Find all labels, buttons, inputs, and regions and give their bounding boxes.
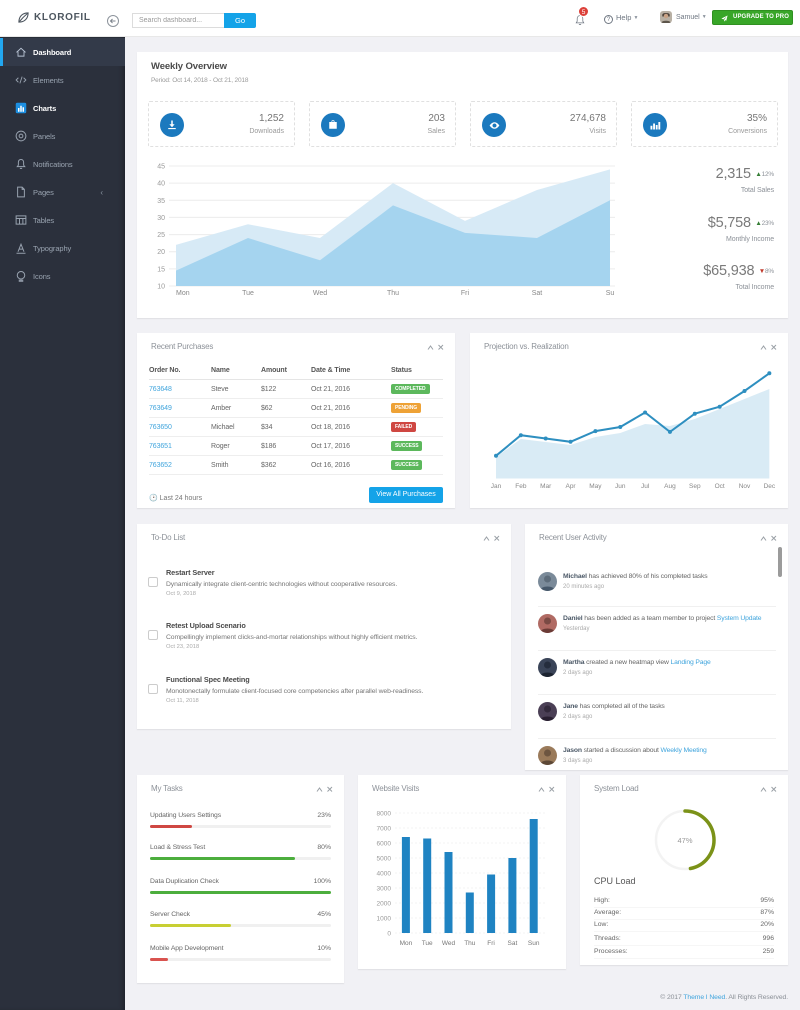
- svg-text:5000: 5000: [377, 856, 392, 863]
- svg-text:2000: 2000: [377, 901, 392, 908]
- svg-text:Fri: Fri: [461, 290, 470, 297]
- svg-text:Aug: Aug: [664, 483, 676, 490]
- svg-text:35: 35: [157, 198, 165, 205]
- svg-text:15: 15: [157, 266, 165, 273]
- svg-text:Apr: Apr: [565, 483, 576, 490]
- svg-text:8000: 8000: [377, 811, 392, 818]
- svg-text:Wed: Wed: [442, 940, 456, 947]
- svg-text:Jun: Jun: [615, 483, 626, 490]
- svg-text:Feb: Feb: [515, 483, 527, 490]
- svg-text:Sat: Sat: [508, 940, 518, 947]
- svg-text:Wed: Wed: [313, 290, 327, 297]
- svg-text:45: 45: [157, 164, 165, 171]
- svg-text:Fri: Fri: [487, 940, 495, 947]
- svg-text:40: 40: [157, 181, 165, 188]
- svg-text:6000: 6000: [377, 841, 392, 848]
- svg-text:Thu: Thu: [387, 290, 399, 297]
- svg-text:10: 10: [157, 284, 165, 291]
- svg-text:Nov: Nov: [739, 483, 751, 490]
- svg-text:7000: 7000: [377, 826, 392, 833]
- svg-text:20: 20: [157, 249, 165, 256]
- svg-text:Su: Su: [606, 290, 615, 297]
- svg-text:Sun: Sun: [528, 940, 540, 947]
- svg-text:3000: 3000: [377, 886, 392, 893]
- svg-text:Thu: Thu: [464, 940, 476, 947]
- svg-text:Jul: Jul: [641, 483, 650, 490]
- svg-text:Mar: Mar: [540, 483, 552, 490]
- svg-text:Dec: Dec: [764, 483, 776, 490]
- svg-text:Sep: Sep: [689, 483, 701, 490]
- svg-text:4000: 4000: [377, 871, 392, 878]
- svg-text:Jan: Jan: [491, 483, 502, 490]
- svg-text:1000: 1000: [377, 916, 392, 923]
- svg-text:May: May: [589, 483, 602, 490]
- svg-text:Tue: Tue: [242, 290, 254, 297]
- svg-text:Mon: Mon: [176, 290, 190, 297]
- svg-text:Mon: Mon: [400, 940, 413, 947]
- svg-text:47%: 47%: [677, 836, 692, 845]
- svg-text:25: 25: [157, 232, 165, 239]
- svg-text:Oct: Oct: [715, 483, 725, 490]
- svg-text:Sat: Sat: [532, 290, 543, 297]
- svg-text:30: 30: [157, 215, 165, 222]
- svg-text:Tue: Tue: [422, 940, 433, 947]
- svg-text:0: 0: [387, 931, 391, 938]
